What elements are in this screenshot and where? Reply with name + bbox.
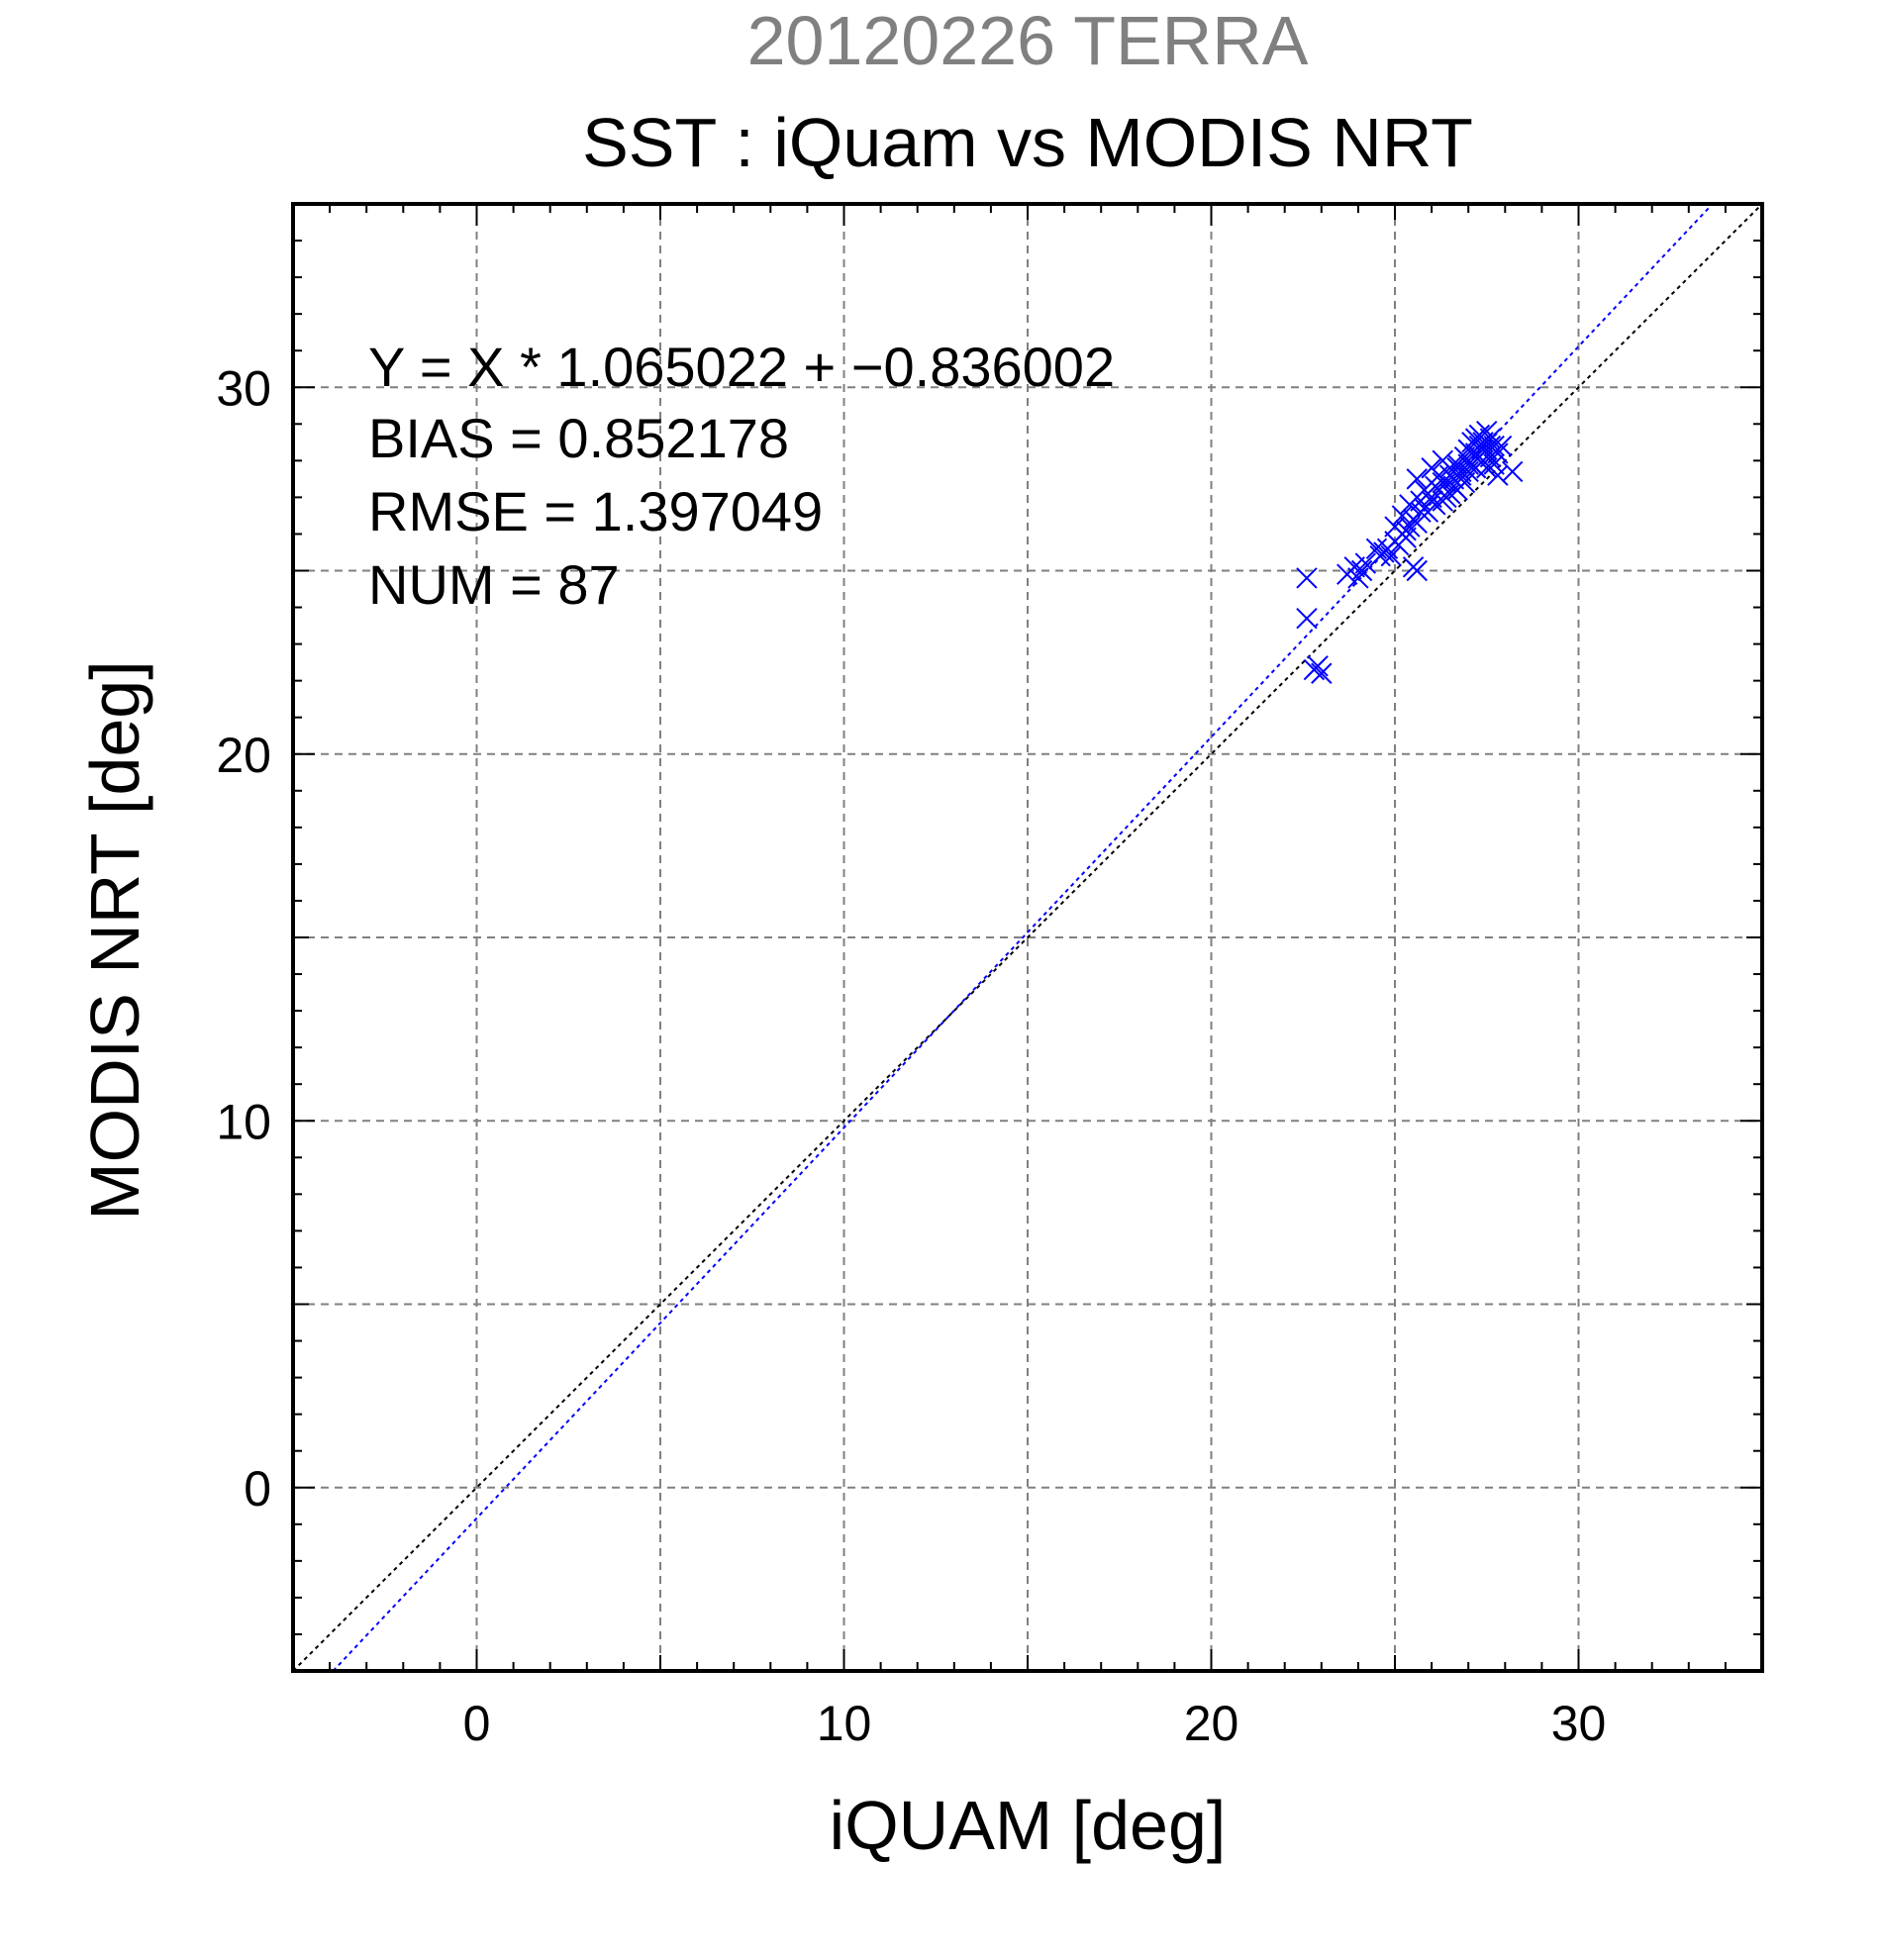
data-point-marker bbox=[1343, 556, 1365, 578]
data-point-marker bbox=[1365, 538, 1388, 559]
data-point-marker bbox=[1457, 449, 1479, 472]
data-point-marker bbox=[1406, 559, 1428, 582]
data-point-marker bbox=[1354, 552, 1377, 574]
data-point-marker bbox=[1446, 457, 1468, 479]
data-point-marker bbox=[1395, 520, 1417, 541]
y-tick-label: 10 bbox=[216, 1094, 271, 1149]
data-point-marker bbox=[1483, 435, 1505, 457]
data-point-marker bbox=[1428, 479, 1450, 501]
data-points bbox=[1296, 421, 1524, 684]
reference-lines bbox=[292, 203, 1763, 1672]
data-point-marker bbox=[1472, 439, 1494, 460]
data-point-marker bbox=[1311, 662, 1333, 684]
data-point-marker bbox=[1487, 464, 1509, 486]
stat-rmse: RMSE = 1.397049 bbox=[368, 480, 823, 542]
x-tick-label: 10 bbox=[817, 1696, 872, 1751]
data-point-marker bbox=[1479, 428, 1502, 449]
data-point-marker bbox=[1468, 445, 1491, 468]
stat-num: NUM = 87 bbox=[368, 553, 620, 616]
y-tick-label: 30 bbox=[216, 360, 271, 416]
stat-fit-equation: Y = X * 1.065022 + −0.836002 bbox=[368, 336, 1115, 398]
chart-title: SST : iQuam vs MODIS NRT bbox=[582, 104, 1473, 181]
x-tick-label: 0 bbox=[463, 1696, 491, 1751]
x-tick-label: 20 bbox=[1184, 1696, 1239, 1751]
data-point-marker bbox=[1350, 559, 1373, 582]
data-point-marker bbox=[1406, 468, 1428, 490]
data-point-marker bbox=[1369, 544, 1391, 567]
data-point-marker bbox=[1380, 544, 1402, 567]
data-point-marker bbox=[1421, 490, 1442, 512]
x-tick-label: 30 bbox=[1551, 1696, 1607, 1751]
y-axis-label: MODIS NRT [deg] bbox=[76, 660, 153, 1220]
x-axis-label: iQUAM [deg] bbox=[830, 1787, 1227, 1864]
data-point-marker bbox=[1417, 482, 1439, 505]
data-point-marker bbox=[1483, 453, 1505, 475]
regression-fit-line bbox=[332, 203, 1714, 1672]
data-point-marker bbox=[1453, 471, 1476, 494]
data-point-marker bbox=[1303, 658, 1326, 681]
data-point-marker bbox=[1391, 505, 1414, 527]
data-point-marker bbox=[1502, 460, 1524, 483]
identity-line bbox=[292, 203, 1763, 1672]
y-tick-label: 20 bbox=[216, 728, 271, 783]
data-point-marker bbox=[1296, 607, 1318, 630]
stat-bias: BIAS = 0.852178 bbox=[368, 407, 789, 469]
chart-header: 20120226 TERRA bbox=[747, 2, 1309, 79]
data-point-marker bbox=[1296, 567, 1318, 589]
data-point-marker bbox=[1490, 435, 1513, 457]
data-point-marker bbox=[1442, 475, 1465, 497]
data-point-marker bbox=[1347, 567, 1369, 589]
y-tick-label: 0 bbox=[244, 1461, 271, 1517]
plot-frame bbox=[291, 202, 1764, 1673]
